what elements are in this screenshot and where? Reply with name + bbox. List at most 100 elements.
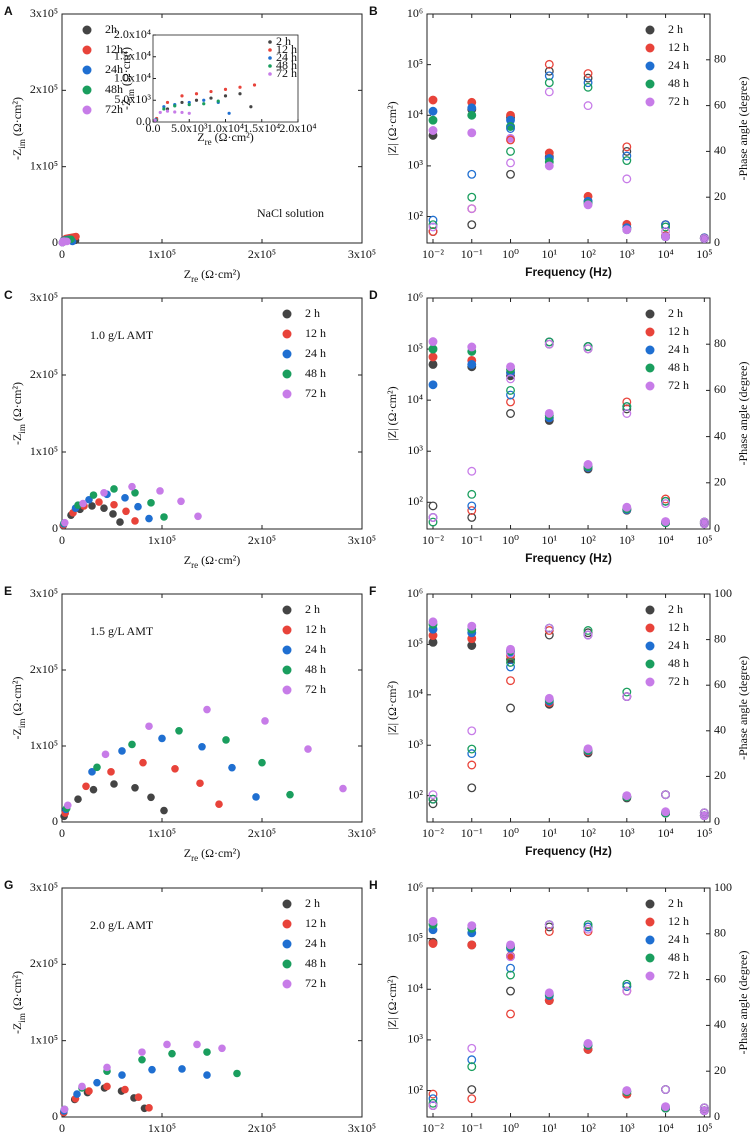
x-tick-label: 0 (59, 533, 65, 547)
phase-point (428, 790, 438, 800)
phase-point (622, 979, 632, 989)
inset-point (187, 111, 191, 115)
legend-marker (645, 971, 655, 981)
x-tick-label: 2x10⁵ (248, 247, 276, 261)
x-tick-label: 10⁻¹ (461, 826, 483, 840)
legend-marker (282, 939, 292, 949)
y-axis-label-part: im (17, 139, 27, 149)
x-tick-label: 10⁻² (422, 533, 444, 547)
y-tick-label: 10² (407, 1082, 423, 1096)
phase-point (583, 73, 593, 83)
annotation: 1.5 g/L AMT (90, 624, 154, 638)
nyquist-point (100, 489, 108, 497)
modulus-point (428, 95, 438, 105)
nyquist-point (110, 485, 118, 493)
modulus-point (661, 517, 671, 526)
nyquist-point (121, 1085, 129, 1094)
y-axis-label-part: -Z (10, 1023, 24, 1034)
x-tick-label: 10⁻¹ (461, 533, 483, 547)
annotation: NaCl solution (257, 206, 324, 220)
phase-point (428, 513, 438, 522)
x-tick-label: 10³ (619, 1121, 635, 1135)
phase-point (467, 1043, 477, 1053)
y-tick-label: 10³ (407, 443, 423, 457)
y2-axis-label: -Phase angle (degree) (736, 656, 750, 760)
nyquist-point (286, 790, 294, 799)
modulus-point (583, 744, 593, 754)
x-tick-label: 2x10⁵ (248, 1121, 276, 1135)
phase-point (583, 82, 593, 92)
y2-tick-label: 80 (714, 52, 726, 66)
inset-point (173, 104, 177, 108)
legend-label: 2 h (305, 306, 320, 320)
x-axis-label-part: (Ω·cm²) (198, 553, 240, 567)
y-axis-label-part: im (17, 1013, 27, 1023)
y-tick-label: 1x10⁵ (30, 738, 58, 752)
x-tick-label: 10⁰ (502, 247, 519, 261)
inset-y-tick-label: 5.0x10³ (114, 92, 151, 106)
phase-point (428, 501, 438, 511)
nyquist-point (261, 717, 269, 725)
panel-label: D (369, 288, 378, 302)
phase-point (583, 78, 593, 88)
legend-marker (645, 345, 655, 355)
y-axis-label: -Zim (Ω·cm²) (10, 971, 27, 1034)
legend-marker (282, 349, 292, 359)
nyquist-point (118, 1071, 126, 1079)
nyquist-point (160, 806, 168, 815)
legend-label: 48h (105, 82, 123, 96)
legend-label: 72 h (668, 94, 689, 108)
x-tick-label: 10⁴ (657, 247, 673, 261)
legend-label: 24 h (668, 342, 689, 356)
nyquist-point (145, 722, 153, 731)
y-axis-label-part: im (17, 719, 27, 729)
inset-frame (152, 34, 299, 123)
legend-marker (645, 381, 655, 391)
nyquist-point (134, 502, 142, 511)
inset-point (194, 98, 199, 102)
legend-marker (282, 309, 292, 319)
legend-marker (282, 389, 292, 399)
y-tick-label: 10⁴ (407, 981, 423, 995)
y-axis-label-part: (Ω·cm²) (10, 676, 24, 718)
inset-point (187, 103, 191, 107)
inset-y-axis-label-part: (Ω·cm²) (119, 47, 133, 89)
phase-point (622, 146, 632, 156)
phase-point (661, 222, 671, 232)
inset-point (180, 110, 184, 115)
legend-marker (645, 327, 655, 337)
nyquist-point (145, 514, 153, 523)
phase-point (583, 69, 593, 78)
legend-label: 12 h (668, 914, 689, 928)
y-tick-label: 10⁵ (407, 56, 423, 70)
y2-tick-label: 40 (714, 428, 726, 442)
panel-label: F (369, 584, 376, 598)
inset-legend-marker (268, 64, 272, 68)
nyquist-point (228, 763, 236, 772)
phase-point (622, 174, 632, 184)
legend-marker (645, 25, 655, 35)
phase-point (699, 1103, 709, 1113)
y-axis-label-part: im (17, 424, 27, 434)
x-tick-label: 10⁻² (422, 1121, 444, 1135)
y-axis-label: -Zim (Ω·cm²) (10, 676, 27, 739)
modulus-point (544, 161, 554, 171)
y-tick-label: 10⁶ (407, 586, 423, 600)
phase-point (506, 648, 515, 658)
modulus-point (428, 380, 438, 390)
nyquist-point (193, 1040, 201, 1049)
x-tick-label: 10⁰ (502, 826, 519, 840)
legend-label: 72 h (668, 968, 689, 982)
inset-legend-label: 48 h (276, 58, 297, 72)
y2-tick-label: 0 (714, 1109, 720, 1123)
nyquist-point (121, 494, 129, 502)
nyquist-point (177, 497, 185, 506)
nyquist-point (101, 750, 110, 759)
nyquist-point (103, 1082, 111, 1091)
modulus-point (583, 460, 593, 469)
y2-tick-label: 0 (714, 814, 720, 828)
x-axis-label-part: re (191, 853, 198, 863)
x-axis-label-part: Z (184, 553, 191, 567)
inset-legend-label: 2 h (276, 34, 291, 48)
